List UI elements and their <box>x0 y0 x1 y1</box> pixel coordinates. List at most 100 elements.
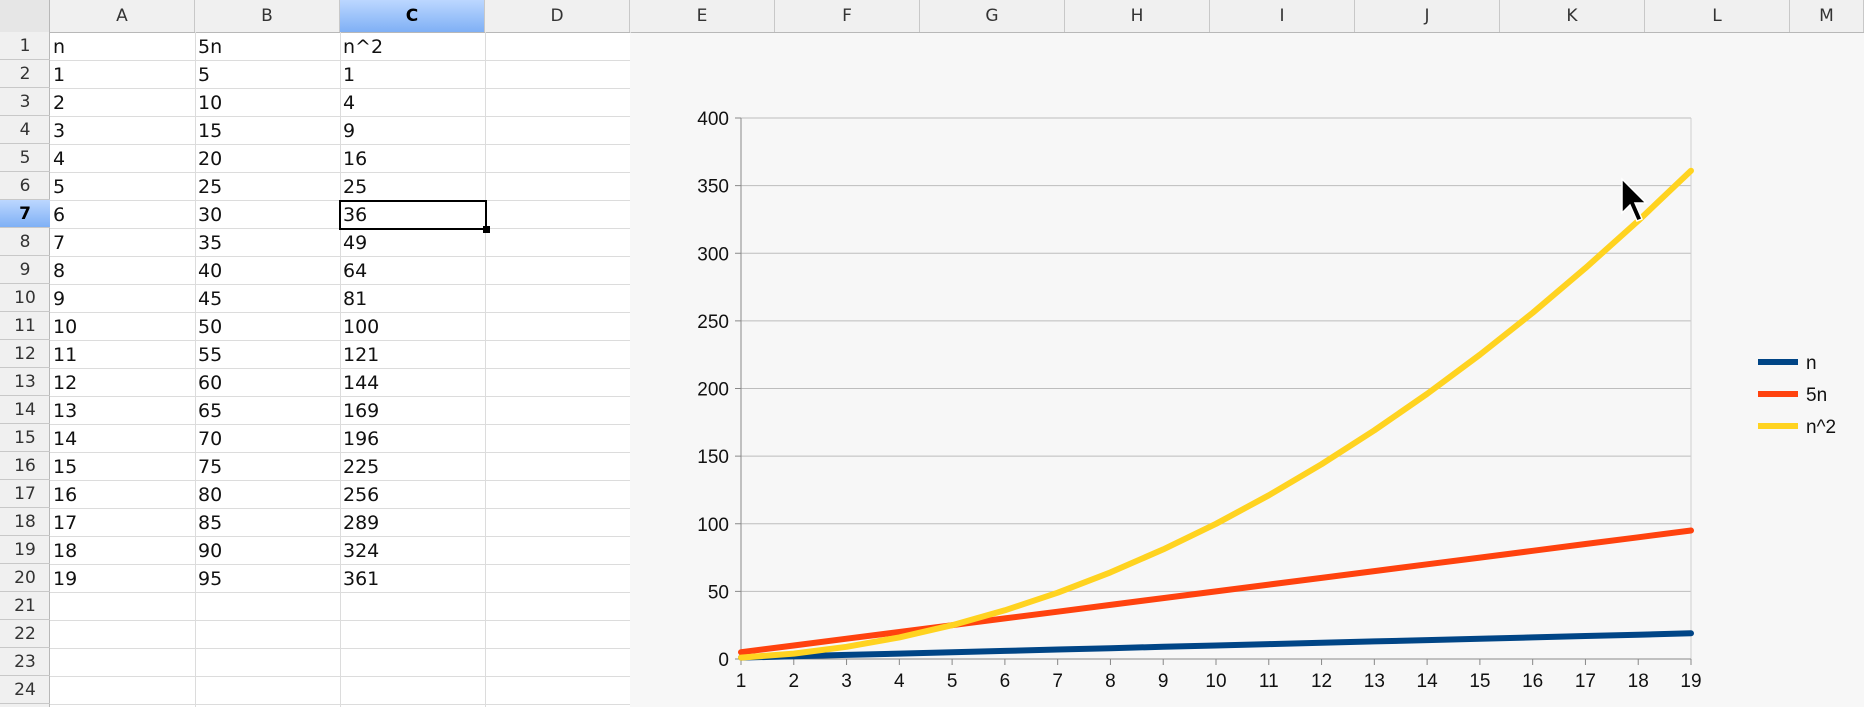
cell-c1[interactable]: n^2 <box>343 36 384 58</box>
cell-a10[interactable]: 9 <box>53 288 66 310</box>
cell-a6[interactable]: 5 <box>53 176 66 198</box>
row-header-24[interactable]: 24 <box>0 676 50 704</box>
active-cell-cursor[interactable] <box>339 200 487 230</box>
cell-b6[interactable]: 25 <box>198 176 223 198</box>
row-header-17[interactable]: 17 <box>0 480 50 508</box>
row-header-2[interactable]: 2 <box>0 60 50 88</box>
column-header-f[interactable]: F <box>775 0 920 32</box>
column-header-b[interactable]: B <box>195 0 340 32</box>
cell-b11[interactable]: 50 <box>198 316 223 338</box>
row-header-21[interactable]: 21 <box>0 592 50 620</box>
cell-a4[interactable]: 3 <box>53 120 66 142</box>
column-header-d[interactable]: D <box>485 0 630 32</box>
cell-b3[interactable]: 10 <box>198 92 223 114</box>
cell-a20[interactable]: 19 <box>53 568 78 590</box>
column-header-j[interactable]: J <box>1355 0 1500 32</box>
cell-a5[interactable]: 4 <box>53 148 66 170</box>
cell-c6[interactable]: 25 <box>343 176 368 198</box>
cell-a15[interactable]: 14 <box>53 428 78 450</box>
cell-b1[interactable]: 5n <box>198 36 223 58</box>
chart-object[interactable]: 0 50 100 150 200 250 300 350 400 1 2 3 4 5 6 7 8 9 10 11 12 1… <box>630 33 1864 707</box>
cell-c17[interactable]: 256 <box>343 484 380 506</box>
cell-c10[interactable]: 81 <box>343 288 368 310</box>
cell-a2[interactable]: 1 <box>53 64 66 86</box>
cell-b19[interactable]: 90 <box>198 540 223 562</box>
column-header-l[interactable]: L <box>1645 0 1790 32</box>
cell-a14[interactable]: 13 <box>53 400 78 422</box>
row-header-20[interactable]: 20 <box>0 564 50 592</box>
cell-c7[interactable]: 36 <box>343 204 368 226</box>
cell-b20[interactable]: 95 <box>198 568 223 590</box>
cell-b12[interactable]: 55 <box>198 344 223 366</box>
cell-a19[interactable]: 18 <box>53 540 78 562</box>
row-header-1[interactable]: 1 <box>0 32 50 60</box>
row-header-18[interactable]: 18 <box>0 508 50 536</box>
row-header-15[interactable]: 15 <box>0 424 50 452</box>
cell-a17[interactable]: 16 <box>53 484 78 506</box>
cell-b7[interactable]: 30 <box>198 204 223 226</box>
cell-b16[interactable]: 75 <box>198 456 223 478</box>
cell-c3[interactable]: 4 <box>343 92 356 114</box>
row-header-7[interactable]: 7 <box>0 200 50 228</box>
fill-handle[interactable] <box>483 226 490 233</box>
cell-a8[interactable]: 7 <box>53 232 66 254</box>
cell-c11[interactable]: 100 <box>343 316 380 338</box>
cell-c9[interactable]: 64 <box>343 260 368 282</box>
cell-c20[interactable]: 361 <box>343 568 380 590</box>
row-header-4[interactable]: 4 <box>0 116 50 144</box>
cell-a7[interactable]: 6 <box>53 204 66 226</box>
column-header-h[interactable]: H <box>1065 0 1210 32</box>
cell-b8[interactable]: 35 <box>198 232 223 254</box>
cell-b14[interactable]: 65 <box>198 400 223 422</box>
cell-a12[interactable]: 11 <box>53 344 78 366</box>
cell-a11[interactable]: 10 <box>53 316 78 338</box>
cell-a13[interactable]: 12 <box>53 372 78 394</box>
cell-c15[interactable]: 196 <box>343 428 380 450</box>
cell-c12[interactable]: 121 <box>343 344 380 366</box>
cell-b9[interactable]: 40 <box>198 260 223 282</box>
row-header-14[interactable]: 14 <box>0 396 50 424</box>
cell-c13[interactable]: 144 <box>343 372 380 394</box>
cell-b4[interactable]: 15 <box>198 120 223 142</box>
column-header-a[interactable]: A <box>50 0 195 32</box>
cell-c14[interactable]: 169 <box>343 400 380 422</box>
cell-a3[interactable]: 2 <box>53 92 66 114</box>
cell-a16[interactable]: 15 <box>53 456 78 478</box>
row-header-3[interactable]: 3 <box>0 88 50 116</box>
row-header-23[interactable]: 23 <box>0 648 50 676</box>
row-header-13[interactable]: 13 <box>0 368 50 396</box>
cell-c16[interactable]: 225 <box>343 456 380 478</box>
row-header-22[interactable]: 22 <box>0 620 50 648</box>
column-header-e[interactable]: E <box>630 0 775 32</box>
column-header-k[interactable]: K <box>1500 0 1645 32</box>
cell-b15[interactable]: 70 <box>198 428 223 450</box>
column-header-m[interactable]: M <box>1790 0 1864 32</box>
cell-c5[interactable]: 16 <box>343 148 368 170</box>
column-header-i[interactable]: I <box>1210 0 1355 32</box>
row-header-9[interactable]: 9 <box>0 256 50 284</box>
cell-b17[interactable]: 80 <box>198 484 223 506</box>
cell-b2[interactable]: 5 <box>198 64 211 86</box>
column-header-c[interactable]: C <box>340 0 485 32</box>
row-header-5[interactable]: 5 <box>0 144 50 172</box>
cell-b13[interactable]: 60 <box>198 372 223 394</box>
cell-b10[interactable]: 45 <box>198 288 223 310</box>
cell-b18[interactable]: 85 <box>198 512 223 534</box>
cell-c18[interactable]: 289 <box>343 512 380 534</box>
row-header-11[interactable]: 11 <box>0 312 50 340</box>
row-header-10[interactable]: 10 <box>0 284 50 312</box>
cell-a9[interactable]: 8 <box>53 260 66 282</box>
row-header-16[interactable]: 16 <box>0 452 50 480</box>
cell-c8[interactable]: 49 <box>343 232 368 254</box>
column-header-g[interactable]: G <box>920 0 1065 32</box>
row-header-19[interactable]: 19 <box>0 536 50 564</box>
cell-b5[interactable]: 20 <box>198 148 223 170</box>
row-header-6[interactable]: 6 <box>0 172 50 200</box>
select-all-corner[interactable] <box>0 0 50 32</box>
cell-a18[interactable]: 17 <box>53 512 78 534</box>
cell-c4[interactable]: 9 <box>343 120 356 142</box>
row-header-8[interactable]: 8 <box>0 228 50 256</box>
cell-c19[interactable]: 324 <box>343 540 380 562</box>
cell-a1[interactable]: n <box>53 36 66 58</box>
cell-c2[interactable]: 1 <box>343 64 356 86</box>
